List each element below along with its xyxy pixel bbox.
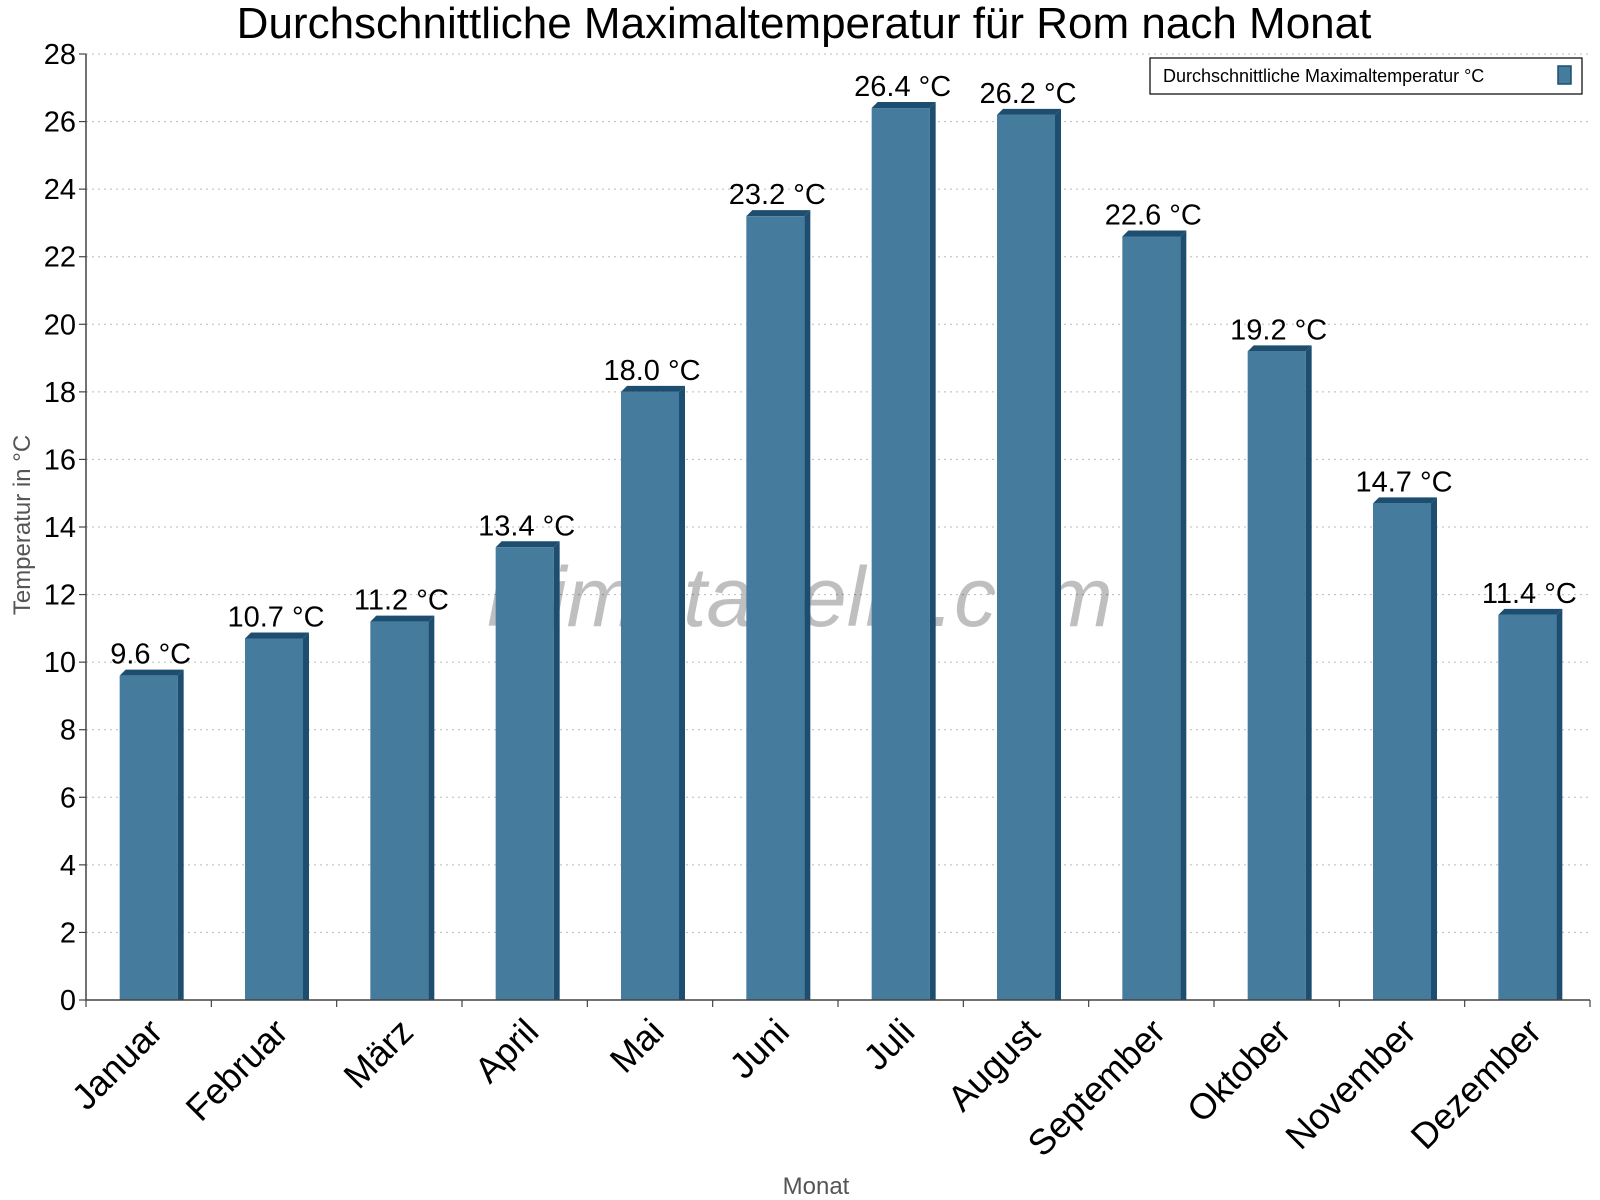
bar-juni — [746, 210, 811, 1000]
bar-top — [1373, 497, 1437, 504]
bar-front — [370, 621, 429, 1000]
y-tick-label: 24 — [44, 174, 76, 206]
data-label: 14.7 °C — [1355, 466, 1452, 498]
bar-top — [871, 102, 936, 109]
x-tick-label: Januar — [63, 1011, 170, 1118]
data-labels: 9.6 °C 10.7 °C 11.2 °C 13.4 °C 18.0 °C 23.2 °… — [110, 71, 1577, 671]
data-label: 22.6 °C — [1105, 199, 1202, 231]
bar-top — [1498, 608, 1563, 615]
bar-top — [621, 385, 685, 392]
bar-side — [1305, 345, 1312, 1000]
bar-märz — [370, 615, 435, 1000]
bar-juli — [871, 102, 936, 1001]
bar-side — [303, 632, 309, 1000]
bar-side — [679, 385, 685, 1000]
bar-side — [929, 102, 936, 1001]
y-tick-label: 0 — [60, 985, 76, 1017]
bar-dezember — [1498, 608, 1563, 1000]
bar-oktober — [1247, 345, 1312, 1000]
bar-top — [370, 615, 435, 622]
bar-april — [495, 541, 560, 1000]
bar-august — [997, 108, 1061, 1001]
y-tick-label: 28 — [44, 39, 76, 71]
bar-front — [245, 638, 303, 1000]
bars — [119, 102, 1563, 1001]
bar-top — [997, 108, 1061, 115]
data-label: 11.2 °C — [354, 585, 449, 617]
bar-front — [495, 547, 554, 1000]
y-tick-label: 4 — [60, 850, 76, 882]
bar-front — [997, 114, 1055, 1001]
bar-side — [804, 210, 811, 1000]
x-tick-label: Dezember — [1403, 1011, 1549, 1157]
bar-front — [1498, 614, 1557, 1000]
y-tick-label: 12 — [44, 580, 76, 612]
bar-top — [119, 669, 184, 676]
y-tick-label: 2 — [60, 917, 76, 949]
bar-front — [1247, 351, 1306, 1000]
bar-front — [621, 391, 679, 1000]
bar-top — [1122, 230, 1187, 237]
y-tick-label: 6 — [60, 782, 76, 814]
bar-side — [1055, 108, 1061, 1001]
bar-side — [1180, 230, 1187, 1000]
data-label: 10.7 °C — [227, 601, 324, 633]
y-tick-label: 22 — [44, 242, 76, 274]
y-tick-label: 20 — [44, 309, 76, 341]
legend-swatch — [1557, 65, 1572, 85]
data-label: 23.2 °C — [729, 179, 826, 211]
data-label: 19.2 °C — [1230, 314, 1327, 346]
bar-side — [1556, 608, 1563, 1000]
y-tick-label: 8 — [60, 715, 76, 747]
bar-top — [746, 210, 811, 217]
x-tick-label: Februar — [178, 1011, 296, 1129]
x-tick-label: August — [939, 1011, 1047, 1119]
x-tick-label: März — [335, 1011, 421, 1097]
data-label: 13.4 °C — [478, 510, 575, 542]
bar-top — [245, 632, 309, 639]
data-label: 18.0 °C — [603, 355, 700, 387]
data-label: 11.4 °C — [1482, 578, 1577, 610]
chart-title: Durchschnittliche Maximaltemperatur für … — [237, 0, 1372, 48]
x-tick-label: November — [1277, 1011, 1423, 1157]
legend-label: Durchschnittliche Maximaltemperatur °C — [1163, 66, 1484, 86]
data-label: 26.2 °C — [979, 78, 1076, 110]
x-tick-label: Mai — [602, 1011, 672, 1081]
bar-front — [119, 675, 178, 1000]
y-tick-label: 18 — [44, 377, 76, 409]
bar-side — [553, 541, 560, 1000]
bar-side — [177, 669, 184, 1000]
bar-side — [428, 615, 435, 1000]
bar-top — [1247, 345, 1312, 352]
bar-januar — [119, 669, 184, 1000]
bar-front — [1373, 503, 1431, 1000]
x-axis-title: Monat — [783, 1173, 850, 1200]
bar-september — [1122, 230, 1187, 1000]
x-tick-label: Juli — [855, 1011, 922, 1078]
bar-november — [1373, 497, 1437, 1000]
x-tick-label: Oktober — [1179, 1011, 1299, 1131]
legend: Durchschnittliche Maximaltemperatur °C — [1149, 57, 1583, 95]
y-axis-title: Temperatur in °C — [9, 435, 36, 615]
y-tick-label: 14 — [44, 512, 76, 544]
bar-front — [871, 108, 930, 1001]
x-tick-label: September — [1019, 1011, 1173, 1165]
axes — [79, 53, 1591, 1007]
bar-mai — [621, 385, 685, 1000]
x-tick-label: April — [466, 1011, 546, 1091]
data-label: 26.4 °C — [854, 71, 951, 103]
bar-front — [1122, 236, 1181, 1000]
y-tick-label: 10 — [44, 647, 76, 679]
bar-top — [495, 541, 560, 548]
x-tick-label: Juni — [721, 1011, 797, 1087]
legend-box — [1149, 57, 1583, 95]
y-tick-label: 16 — [44, 444, 76, 476]
data-label: 9.6 °C — [110, 639, 191, 671]
bar-front — [746, 216, 805, 1000]
y-tick-label: 26 — [44, 107, 76, 139]
bar-side — [1431, 497, 1437, 1000]
bar-februar — [245, 632, 309, 1000]
